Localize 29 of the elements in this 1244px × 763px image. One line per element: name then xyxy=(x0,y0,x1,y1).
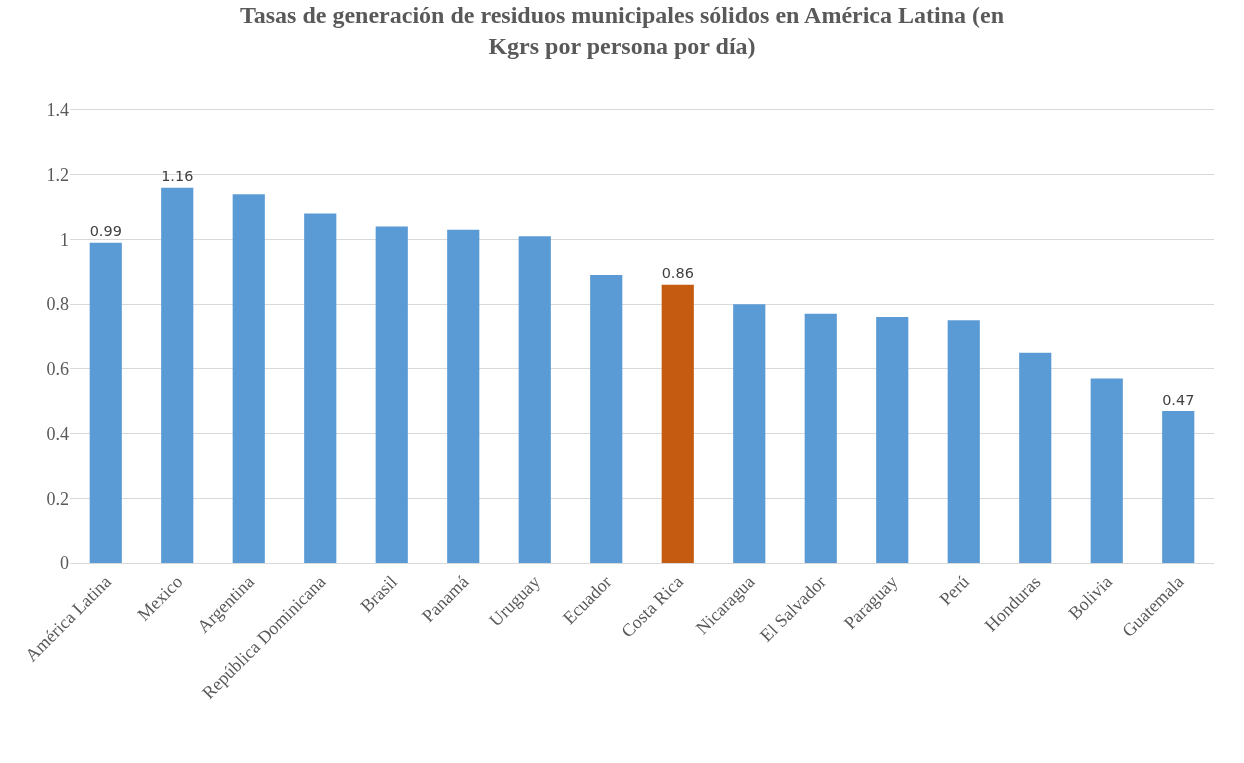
bar xyxy=(876,317,909,563)
bar xyxy=(590,275,623,563)
bar xyxy=(304,213,337,563)
y-tick-label: 0.8 xyxy=(46,294,69,315)
y-tick-label: 1.4 xyxy=(46,100,69,121)
y-tick-label: 0.6 xyxy=(46,359,69,380)
bar xyxy=(947,320,980,563)
bar xyxy=(89,242,122,563)
bar xyxy=(447,229,480,563)
y-tick-label: 1.2 xyxy=(46,165,69,186)
bar xyxy=(1019,352,1052,563)
y-tick-label: 0.4 xyxy=(46,423,69,444)
bar xyxy=(661,284,694,563)
data-label: 1.16 xyxy=(161,168,194,185)
bar xyxy=(804,313,837,563)
data-label: 0.86 xyxy=(661,265,694,282)
y-tick-label: 1 xyxy=(60,229,69,250)
bar xyxy=(733,304,766,563)
bar xyxy=(518,236,551,563)
data-label: 0.99 xyxy=(89,223,122,240)
y-tick-label: 0 xyxy=(60,553,69,574)
bar xyxy=(232,194,265,563)
data-label: 0.47 xyxy=(1162,391,1195,408)
chart-title: Tasas de generación de residuos municipales sólidos en América Latina (en Kgrs por persona por día) xyxy=(239,1,1005,60)
bar xyxy=(1162,410,1195,563)
bar xyxy=(375,226,408,563)
bar xyxy=(161,187,194,563)
y-tick-label: 0.2 xyxy=(46,488,69,509)
bar xyxy=(1090,378,1123,563)
